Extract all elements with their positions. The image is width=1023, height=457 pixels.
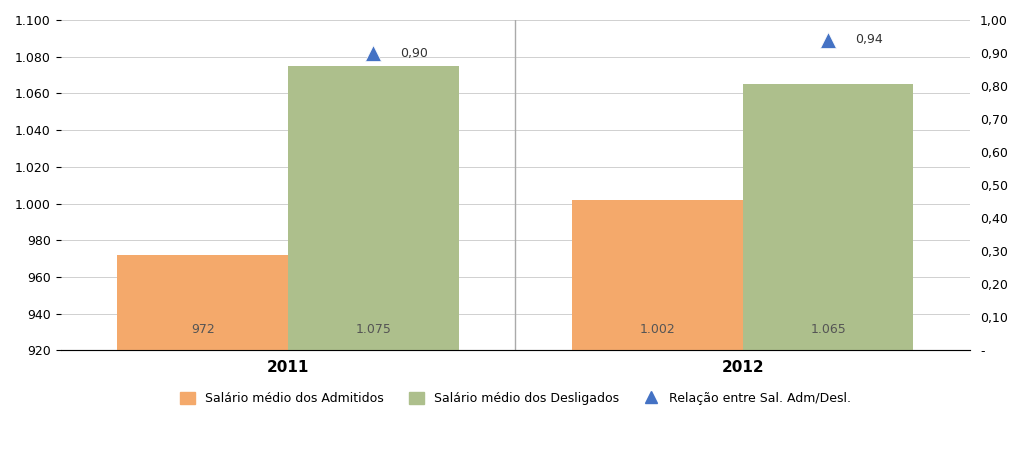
Text: 972: 972 — [191, 323, 215, 336]
Bar — [288, 66, 458, 351]
Bar — [118, 255, 288, 351]
Text: 0,94: 0,94 — [855, 33, 883, 46]
Text: 1.065: 1.065 — [810, 323, 846, 336]
Bar — [572, 200, 743, 351]
Text: 1.075: 1.075 — [355, 323, 391, 336]
Legend: Salário médio dos Admitidos, Salário médio dos Desligados, Relação entre Sal. Ad: Salário médio dos Admitidos, Salário méd… — [175, 387, 856, 410]
Bar — [743, 84, 914, 351]
Text: 0,90: 0,90 — [401, 47, 429, 59]
Text: 1.002: 1.002 — [639, 323, 675, 336]
